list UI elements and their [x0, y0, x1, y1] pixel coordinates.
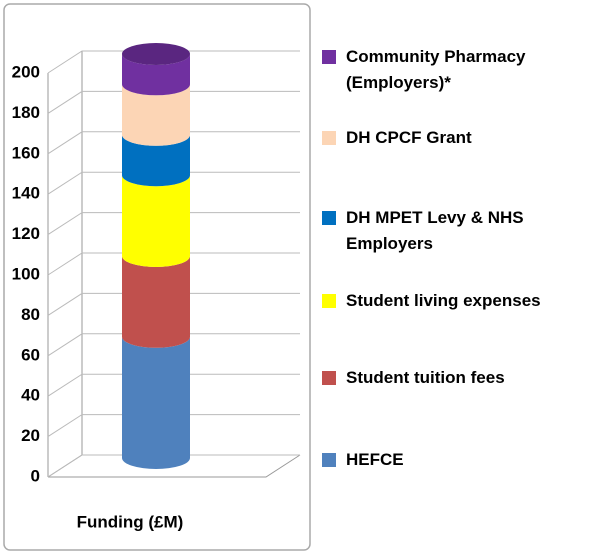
grid-line [47, 252, 300, 276]
legend-entry: Community Pharmacy (Employers)* [322, 44, 587, 96]
bar-segment [122, 54, 190, 96]
legend-entry: HEFCE [322, 447, 587, 473]
legend-swatch [322, 371, 336, 385]
legend-swatch [322, 294, 336, 308]
legend-entry: Student tuition fees [322, 365, 587, 391]
bar-segment [122, 256, 190, 348]
grid-line [47, 373, 300, 397]
y-tick-label: 100 [12, 264, 40, 283]
legend-entry: DH MPET Levy & NHS Employers [322, 205, 587, 257]
y-tick-label: 0 [31, 466, 40, 485]
y-tick-label: 160 [12, 143, 40, 162]
y-tick-label: 60 [21, 345, 40, 364]
grid-line [47, 131, 300, 155]
y-tick-label: 120 [12, 224, 40, 243]
grid-line [47, 90, 300, 114]
legend-label: Community Pharmacy (Employers)* [346, 47, 526, 92]
legend-label: DH CPCF Grant [346, 128, 472, 147]
legend-label: HEFCE [346, 450, 404, 469]
y-tick-label: 40 [21, 386, 40, 405]
grid-line [47, 414, 300, 438]
grid-line [47, 50, 300, 74]
legend-entry: Student living expenses [322, 288, 587, 314]
legend-entry: DH CPCF Grant [322, 125, 587, 151]
legend-swatch [322, 131, 336, 145]
legend-label: Student tuition fees [346, 368, 505, 387]
y-tick-label: 20 [21, 426, 40, 445]
bar-segment [122, 336, 190, 469]
legend-swatch [322, 453, 336, 467]
legend: Community Pharmacy (Employers)* DH CPCF G… [322, 0, 592, 555]
bar-segment [122, 175, 190, 267]
grid-line [47, 212, 300, 236]
grid-line [47, 292, 300, 316]
bar-segment [122, 84, 190, 146]
grid-line [47, 171, 300, 195]
bar-cap [122, 43, 190, 65]
legend-label: DH MPET Levy & NHS Employers [346, 208, 524, 253]
legend-label: Student living expenses [346, 291, 541, 310]
grid-line [47, 454, 300, 478]
y-tick-label: 80 [21, 305, 40, 324]
legend-swatch [322, 50, 336, 64]
x-tick-label: Funding (£M) [77, 512, 184, 531]
y-tick-label: 200 [12, 62, 40, 81]
y-tick-label: 140 [12, 184, 40, 203]
legend-swatch [322, 211, 336, 225]
y-tick-label: 180 [12, 103, 40, 122]
bar-segment [122, 134, 190, 187]
grid-line [47, 333, 300, 357]
